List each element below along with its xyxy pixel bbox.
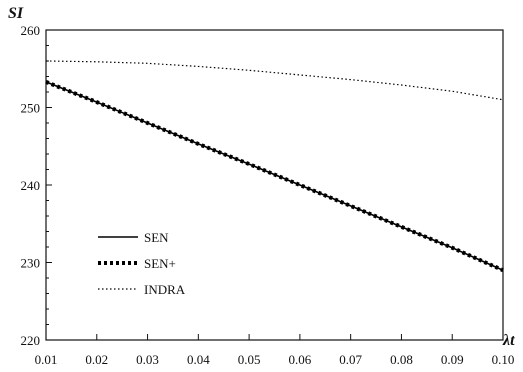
series-line-indra bbox=[45, 60, 504, 101]
y-tick-label: 220 bbox=[21, 333, 41, 348]
x-tick-label: 0.05 bbox=[238, 352, 261, 367]
plot-border bbox=[45, 29, 504, 341]
x-axis: 0.01 0.02 0.03 0.04 0.05 0.06 0.07 0.08 0.09 0.10 bbox=[35, 334, 515, 367]
y-tick-label: 260 bbox=[21, 23, 41, 38]
x-tick-label: 0.01 bbox=[35, 352, 58, 367]
x-tick-label: 0.09 bbox=[441, 352, 464, 367]
y-tick-label: 250 bbox=[21, 101, 41, 116]
plot-frame bbox=[45, 29, 504, 341]
legend-label: SEN+ bbox=[144, 256, 176, 271]
y-tick-label: 230 bbox=[21, 256, 41, 271]
x-tick-label: 0.08 bbox=[390, 352, 413, 367]
x-tick-label: 0.02 bbox=[85, 352, 108, 367]
legend-label: INDRA bbox=[144, 282, 186, 297]
x-tick-label: 0.04 bbox=[187, 352, 210, 367]
series-line-sen- bbox=[45, 80, 504, 273]
x-tick-label: 0.06 bbox=[289, 352, 312, 367]
y-axis-title: SI bbox=[8, 5, 24, 22]
x-tick-label: 0.07 bbox=[339, 352, 362, 367]
y-tick-label: 240 bbox=[21, 178, 41, 193]
x-axis-title: λt bbox=[502, 332, 515, 349]
legend: SEN SEN+ INDRA bbox=[98, 230, 186, 297]
y-axis: 220 230 240 250 260 bbox=[21, 23, 52, 348]
x-tick-label: 0.03 bbox=[136, 352, 159, 367]
legend-label: SEN bbox=[144, 230, 169, 245]
x-tick-label: 0.10 bbox=[492, 352, 515, 367]
series-lines bbox=[45, 60, 504, 273]
